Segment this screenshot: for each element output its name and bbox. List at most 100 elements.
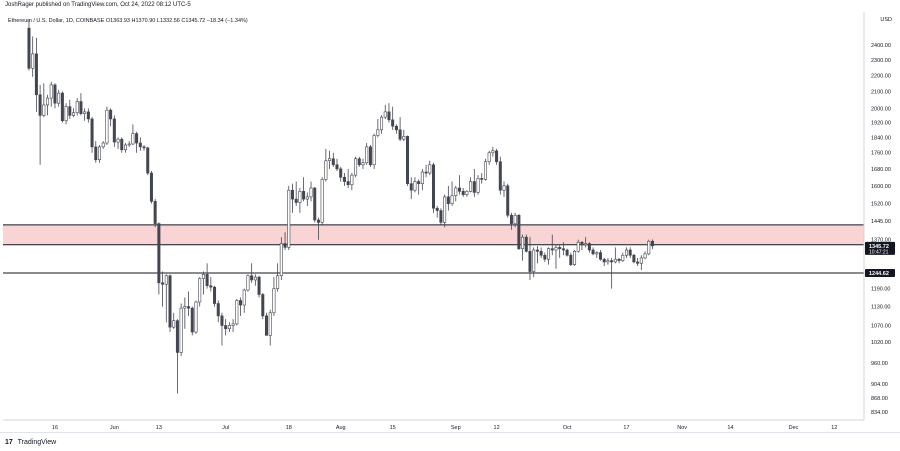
candle-body (621, 254, 625, 261)
resistance-zone (3, 224, 864, 245)
candle-body (79, 101, 83, 114)
x-tick-label: Dec (789, 425, 799, 431)
x-tick-label: Jun (110, 425, 119, 431)
candle-body (506, 185, 510, 216)
candle-body (42, 104, 46, 116)
candle (465, 190, 469, 197)
candle-body (34, 53, 38, 96)
candle (376, 118, 380, 138)
candle-body (495, 150, 499, 163)
candle (172, 312, 176, 329)
candle (75, 98, 79, 116)
tradingview-logo[interactable]: 17 TradingView (5, 439, 56, 446)
candle-body (157, 223, 161, 284)
candle-body (413, 181, 417, 191)
candle (509, 212, 513, 230)
candle (276, 263, 280, 292)
candle (316, 217, 320, 240)
candle (313, 186, 317, 223)
candle (331, 152, 335, 167)
candle-body (380, 116, 384, 131)
candle (506, 183, 510, 218)
candle (420, 168, 424, 191)
candle (561, 242, 565, 256)
candle (380, 115, 384, 134)
candle (387, 103, 391, 123)
candle-body (190, 307, 194, 333)
candle (179, 303, 183, 357)
candle-body (350, 174, 354, 186)
candle-body (320, 179, 324, 223)
y-tick-label: 1520.00 (871, 202, 891, 208)
candle-body (535, 249, 539, 252)
price-tag (865, 241, 895, 255)
candle-body (346, 181, 350, 186)
candle-body (264, 315, 269, 336)
candle (201, 271, 205, 295)
candle (175, 319, 179, 394)
candle (279, 237, 283, 280)
y-tick-label: 904.00 (871, 382, 888, 388)
candle-body (498, 161, 502, 191)
candle (261, 293, 265, 320)
candle-body (201, 274, 205, 279)
candle (283, 232, 287, 250)
candle-body (224, 325, 228, 330)
candle (431, 162, 436, 213)
candle-body (554, 247, 558, 251)
y-tick-label: 2100.00 (871, 89, 891, 95)
candle-body (487, 152, 491, 163)
candle-body (580, 241, 584, 246)
candle (324, 148, 328, 182)
candle (547, 247, 551, 265)
x-tick-label: 17 (623, 425, 629, 431)
candle-body (476, 178, 480, 193)
candle (628, 247, 632, 258)
candle (164, 274, 168, 323)
candle (450, 181, 454, 206)
candle-body (647, 240, 651, 255)
y-tick-label: 1190.00 (871, 287, 890, 293)
candle-body (376, 129, 380, 136)
candle-body (302, 191, 306, 200)
candle (454, 185, 458, 202)
candle-body (639, 257, 643, 264)
candle-body (231, 323, 235, 326)
candle (598, 249, 603, 261)
price-tag (865, 269, 895, 278)
x-tick-label: Aug (336, 425, 346, 431)
candle-body (406, 136, 410, 184)
candle (606, 257, 610, 265)
candle (216, 300, 220, 323)
x-tick-label: Sep (451, 425, 461, 431)
candle (239, 297, 243, 316)
x-tick-label: 16 (52, 425, 58, 431)
y-tick-label: 1070.00 (871, 324, 891, 330)
candle (584, 237, 588, 248)
candle (409, 177, 413, 200)
price-chart[interactable] (3, 12, 864, 420)
candle-body (339, 168, 343, 178)
candle (372, 133, 376, 169)
candle-body (435, 207, 439, 211)
publisher-text: JoshRager published on TradingView.com, … (5, 2, 191, 8)
candle-body (595, 252, 599, 255)
candle (402, 129, 406, 142)
candle-body (513, 214, 517, 224)
candle-body (309, 187, 313, 198)
candle-body (420, 171, 424, 184)
candle (64, 103, 68, 125)
candle (643, 251, 647, 260)
candle-body (220, 315, 224, 326)
candle (365, 143, 369, 165)
candle (109, 108, 113, 127)
candle-body (632, 254, 636, 263)
candle (439, 208, 443, 225)
candle (480, 173, 484, 184)
candle-body (469, 181, 473, 192)
candle (354, 156, 358, 178)
candle-body (194, 301, 198, 333)
candle-body (38, 94, 42, 116)
candle-body (97, 146, 101, 161)
candle (328, 150, 332, 169)
